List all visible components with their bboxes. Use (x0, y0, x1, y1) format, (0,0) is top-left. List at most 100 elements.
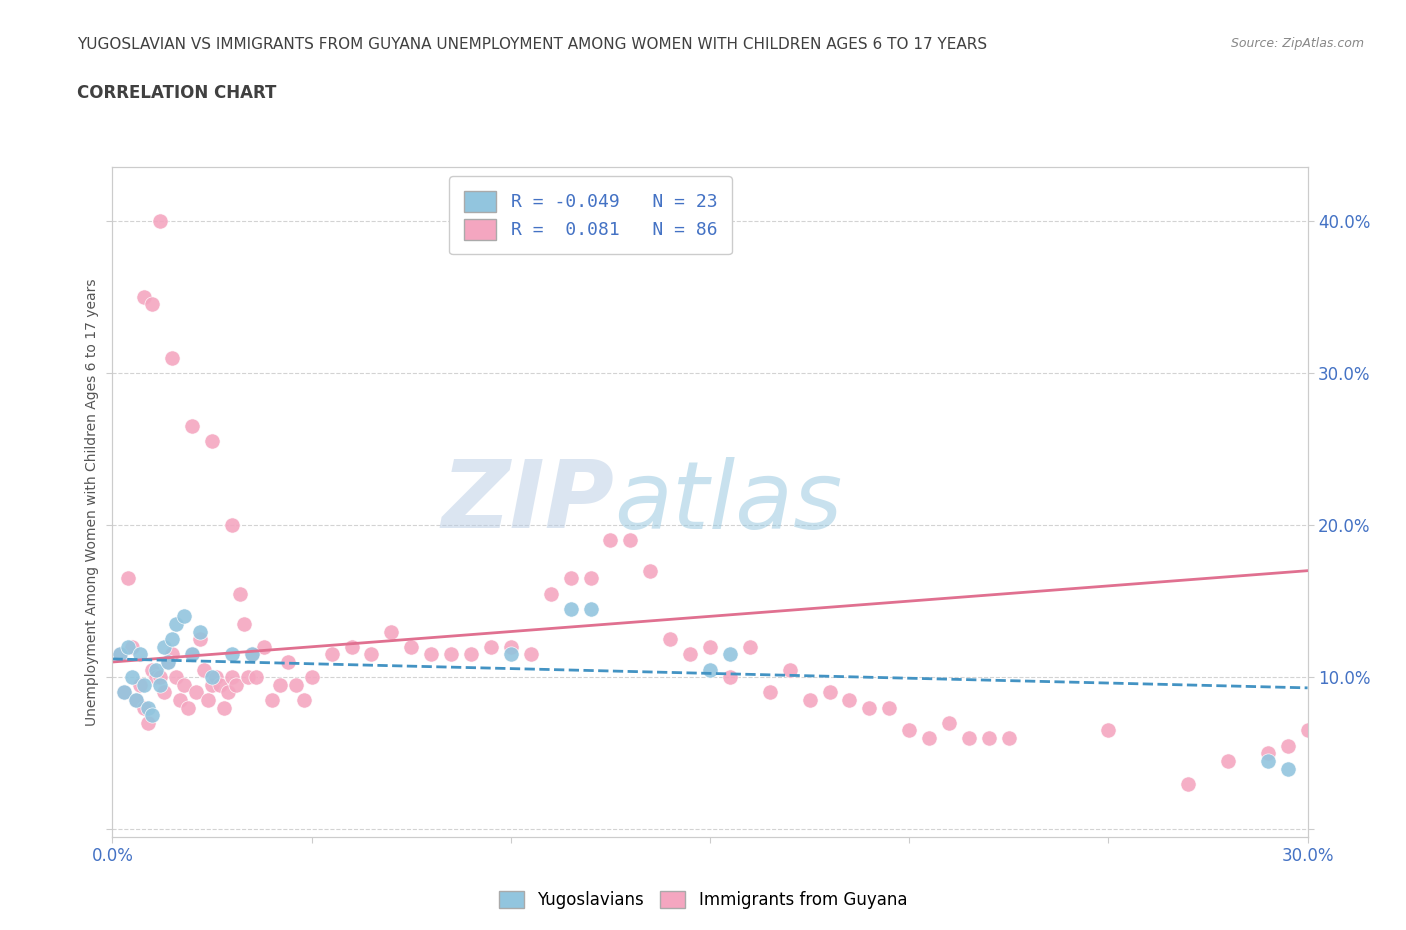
Point (121, 639, 143, 654)
Point (440, 647, 463, 662)
Point (169, 693, 191, 708)
Point (157, 655, 180, 670)
Point (560, 602, 582, 617)
Point (779, 662, 801, 677)
Point (217, 685, 239, 700)
Text: YUGOSLAVIAN VS IMMIGRANTS FROM GUYANA UNEMPLOYMENT AMONG WOMEN WITH CHILDREN AGE: YUGOSLAVIAN VS IMMIGRANTS FROM GUYANA UN… (77, 37, 987, 52)
Point (301, 670, 323, 684)
Point (401, 639, 423, 654)
Point (284, 677, 307, 692)
Point (145, 662, 167, 677)
Point (129, 677, 152, 692)
Point (998, 731, 1021, 746)
Point (201, 670, 224, 684)
Point (877, 700, 900, 715)
Point (201, 677, 224, 692)
Point (540, 586, 562, 601)
Point (201, 434, 224, 449)
Point (360, 647, 382, 662)
Point (225, 677, 247, 692)
Text: Source: ZipAtlas.com: Source: ZipAtlas.com (1230, 37, 1364, 50)
Text: ZIP: ZIP (441, 457, 614, 548)
Point (718, 670, 741, 684)
Point (292, 693, 315, 708)
Point (162, 351, 183, 365)
Point (153, 639, 176, 654)
Point (157, 655, 180, 670)
Point (699, 662, 721, 677)
Point (129, 647, 152, 662)
Point (679, 647, 702, 662)
Point (181, 418, 204, 433)
Point (229, 586, 252, 601)
Text: atlas: atlas (614, 457, 842, 548)
Point (1257, 753, 1279, 768)
Point (233, 617, 256, 631)
Point (699, 639, 721, 654)
Point (162, 631, 183, 646)
Point (277, 655, 299, 670)
Y-axis label: Unemployment Among Women with Children Ages 6 to 17 years: Unemployment Among Women with Children A… (84, 278, 98, 726)
Point (560, 571, 582, 586)
Point (245, 670, 267, 684)
Point (165, 670, 187, 684)
Point (138, 700, 160, 715)
Point (380, 624, 402, 639)
Text: CORRELATION CHART: CORRELATION CHART (77, 84, 277, 101)
Legend: R = -0.049   N = 23, R =  0.081   N = 86: R = -0.049 N = 23, R = 0.081 N = 86 (450, 177, 731, 254)
Point (479, 639, 502, 654)
Point (149, 213, 172, 228)
Point (738, 639, 761, 654)
Point (134, 677, 156, 692)
Point (659, 631, 682, 646)
Point (173, 677, 195, 692)
Point (520, 647, 543, 662)
Point (197, 693, 219, 708)
Point (138, 715, 160, 730)
Point (110, 647, 132, 662)
Point (260, 693, 283, 708)
Point (162, 647, 183, 662)
Point (145, 670, 167, 684)
Point (117, 639, 139, 654)
Point (1097, 723, 1119, 737)
Point (818, 685, 841, 700)
Point (149, 677, 172, 692)
Point (188, 624, 211, 639)
Point (110, 647, 132, 662)
Point (619, 533, 641, 548)
Point (121, 670, 143, 684)
Point (579, 602, 602, 617)
Legend: Yugoslavians, Immigrants from Guyana: Yugoslavians, Immigrants from Guyana (491, 883, 915, 917)
Point (1216, 753, 1239, 768)
Point (114, 685, 135, 700)
Point (918, 731, 941, 746)
Point (141, 662, 163, 677)
Point (499, 639, 522, 654)
Point (898, 723, 921, 737)
Point (420, 647, 443, 662)
Point (499, 647, 522, 662)
Point (253, 639, 276, 654)
Point (181, 647, 204, 662)
Point (186, 685, 208, 700)
Point (858, 700, 880, 715)
Point (321, 647, 343, 662)
Point (1316, 731, 1339, 746)
Point (1277, 761, 1299, 776)
Point (125, 693, 148, 708)
Point (188, 631, 211, 646)
Point (340, 639, 363, 654)
Point (221, 670, 243, 684)
Point (134, 289, 156, 304)
Point (599, 533, 621, 548)
Point (205, 670, 228, 684)
Point (460, 647, 482, 662)
Point (799, 693, 821, 708)
Point (759, 685, 782, 700)
Point (181, 647, 204, 662)
Point (193, 662, 215, 677)
Point (114, 685, 135, 700)
Point (638, 564, 662, 578)
Point (173, 609, 195, 624)
